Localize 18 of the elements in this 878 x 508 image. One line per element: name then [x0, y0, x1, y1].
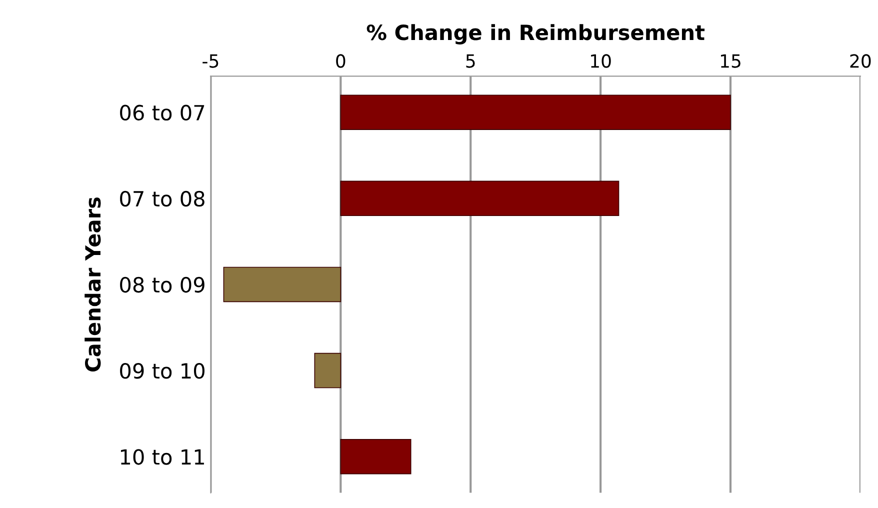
- y-tick-label: 06 to 07: [120, 104, 204, 121]
- y-tick-label: 08 to 09: [120, 276, 204, 293]
- bar: [340, 94, 731, 130]
- bar: [340, 438, 412, 474]
- x-tick-label: 10: [591, 54, 611, 68]
- y-tick-label: 09 to 10: [120, 363, 204, 379]
- x-tick-label: -5: [202, 54, 218, 68]
- bar: [314, 352, 342, 388]
- y-tick-label: 10 to 11: [120, 449, 204, 465]
- x-axis-title: % Change in Reimbursement: [366, 24, 705, 44]
- x-tick-label: 20: [850, 54, 871, 68]
- bar: [223, 266, 342, 302]
- bar: [340, 180, 620, 216]
- y-axis-title: Calendar Years: [84, 197, 101, 372]
- x-tick-label: 0: [336, 54, 346, 68]
- x-tick-label: 5: [466, 54, 475, 68]
- x-tick-label: 15: [720, 54, 740, 68]
- y-tick-label: 07 to 08: [120, 190, 204, 207]
